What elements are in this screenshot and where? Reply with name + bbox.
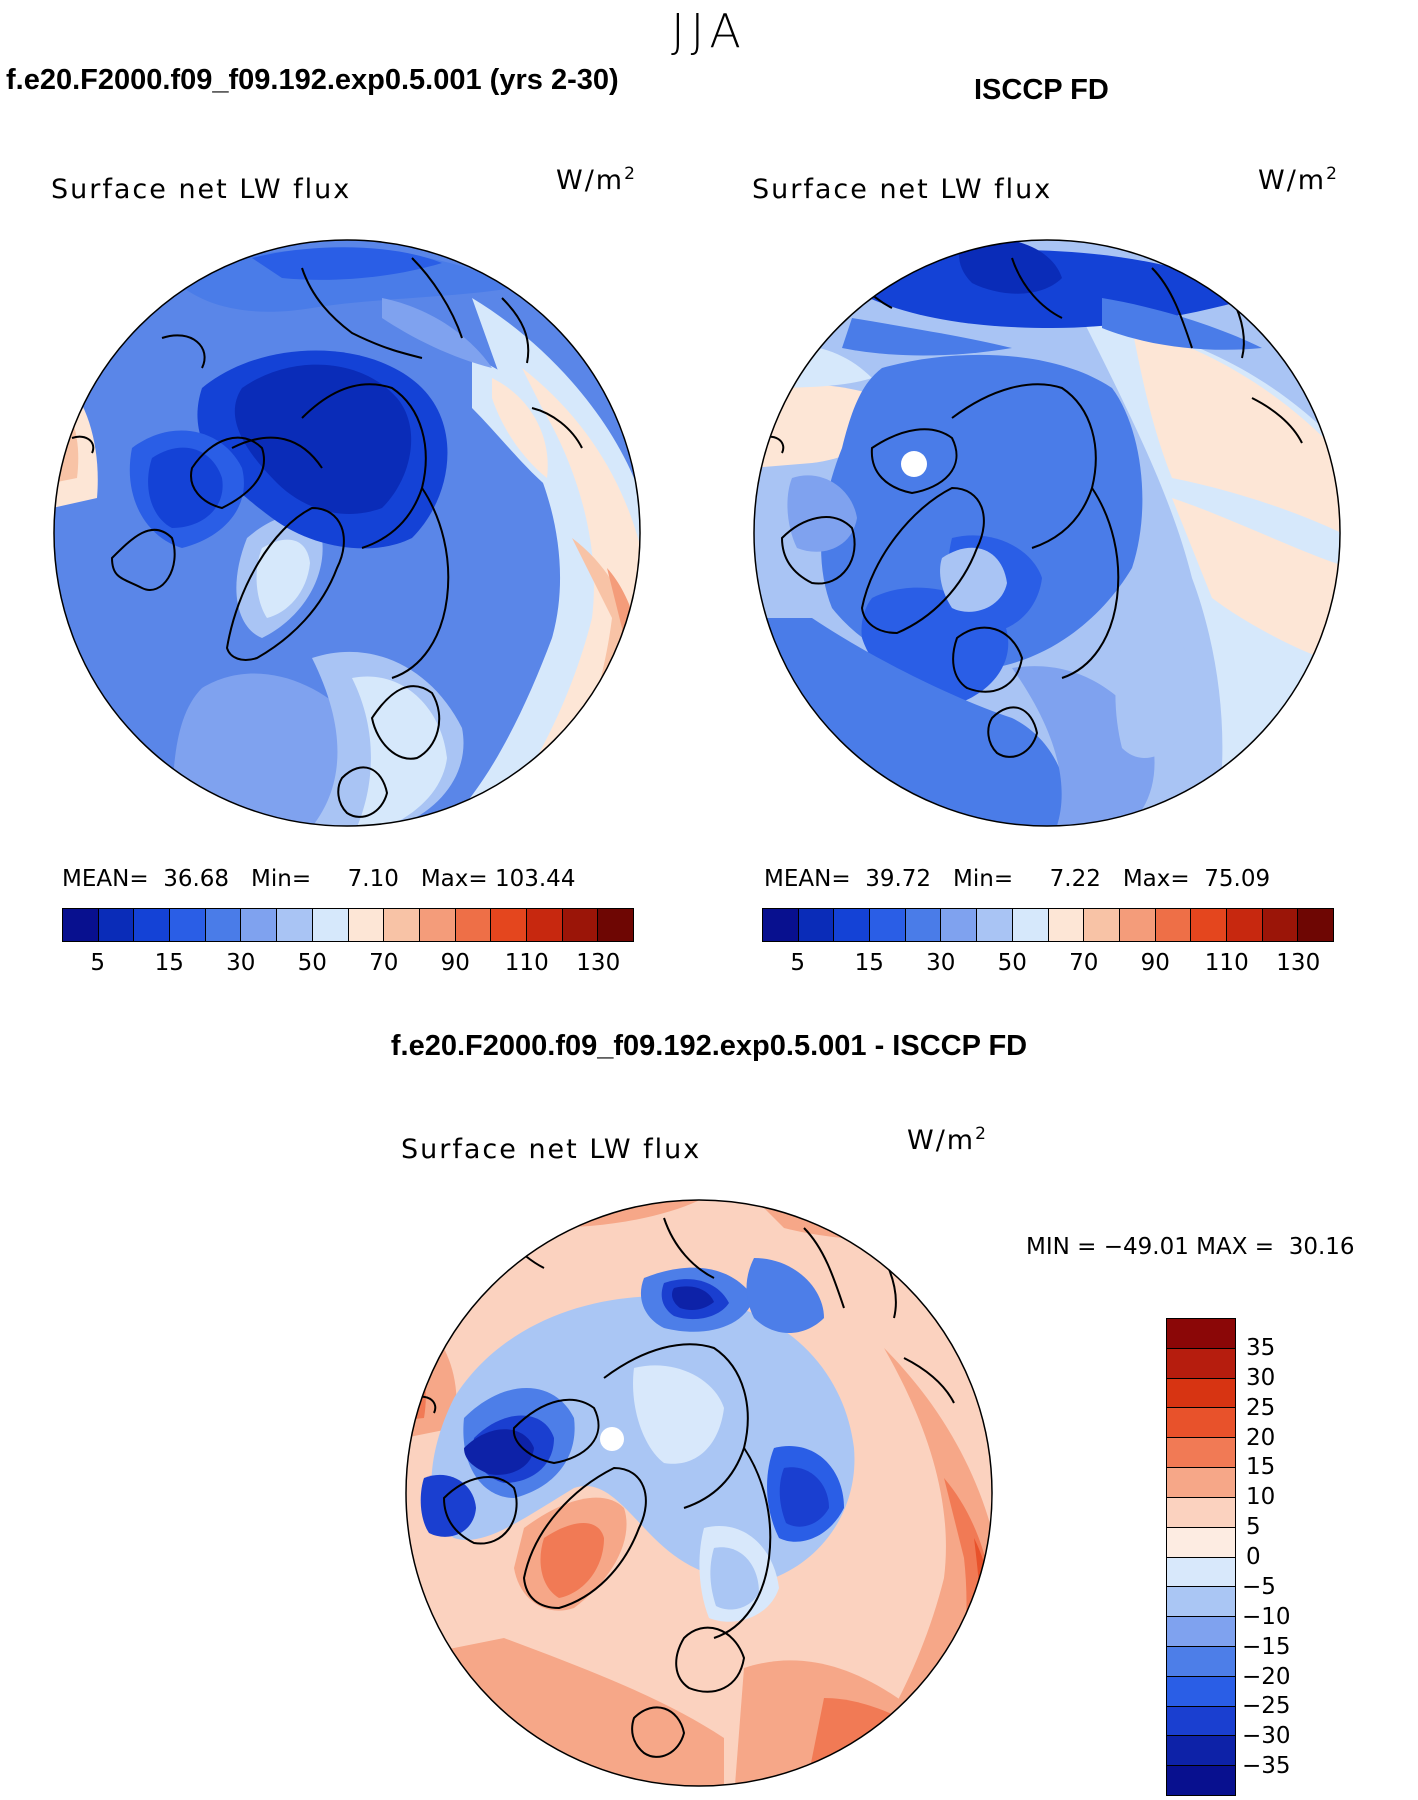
colorbar-tick-label: 30 [926, 950, 956, 976]
colorbar-tick-label: 130 [1276, 950, 1321, 976]
colorbar-swatch [1167, 1408, 1235, 1439]
colorbar-swatch [1012, 909, 1049, 941]
right-panel-header: ISCCP FD [974, 74, 1109, 106]
diff-minmax: MIN = −49.01 MAX = 30.16 [1026, 1234, 1355, 1260]
colorbar-swatch [1167, 1736, 1235, 1767]
colorbar-swatch [1167, 1557, 1235, 1588]
colorbar-swatch [1298, 909, 1333, 941]
colorbar-tick-label: 90 [1140, 950, 1170, 976]
colorbar-tick-label: −5 [1242, 1573, 1276, 1600]
colorbar-swatch [384, 909, 420, 941]
colorbar-tick-label: 15 [854, 950, 884, 976]
colorbar-swatch [1167, 1706, 1235, 1737]
colorbar-swatch [277, 909, 313, 941]
left-stats: MEAN= 36.68 Min= 7.10 Max= 103.44 [62, 866, 576, 892]
colorbar-swatch [1167, 1468, 1235, 1498]
colorbar-tick-label: −30 [1242, 1723, 1291, 1750]
colorbar-swatch [562, 909, 599, 941]
colorbar-swatch [241, 909, 278, 941]
colorbar-swatch [170, 909, 206, 941]
colorbar-swatch [1167, 1766, 1235, 1795]
colorbar-swatch [1084, 909, 1120, 941]
right-panel-title: Surface net LW flux [752, 174, 1053, 205]
colorbar-tick-label: 70 [369, 950, 399, 976]
colorbar-swatch [1167, 1676, 1235, 1707]
colorbar-swatch [1191, 909, 1227, 941]
colorbar-tick-label: 110 [1204, 950, 1249, 976]
colorbar-swatch [1167, 1348, 1235, 1379]
colorbar-swatch [1167, 1438, 1235, 1469]
colorbar-tick-label: 70 [1069, 950, 1099, 976]
colorbar-swatch [1167, 1587, 1235, 1618]
colorbar-tick-label: 90 [440, 950, 470, 976]
colorbar-swatch [348, 909, 385, 941]
colorbar-swatch [455, 909, 492, 941]
colorbar-swatch [1226, 909, 1263, 941]
colorbar-swatch [1167, 1497, 1235, 1528]
colorbar-swatch [941, 909, 978, 941]
diff-colorbar [1166, 1318, 1236, 1796]
diff-panel-title: Surface net LW flux [401, 1134, 702, 1165]
colorbar-swatch [1048, 909, 1085, 941]
diff-panel-header: f.e20.F2000.f09_f09.192.exp0.5.001 - ISC… [390, 1030, 1028, 1062]
right-colorbar [762, 908, 1334, 942]
colorbar-tick-label: −10 [1242, 1603, 1291, 1630]
colorbar-swatch [834, 909, 871, 941]
colorbar-tick-label: 0 [1246, 1544, 1261, 1570]
colorbar-swatch [63, 909, 99, 941]
colorbar-tick-label: 5 [90, 950, 106, 976]
colorbar-swatch [598, 909, 633, 941]
diff-panel-units: W/m2 [907, 1124, 988, 1156]
colorbar-swatch [1167, 1378, 1235, 1409]
season-title: JJA [671, 4, 747, 58]
colorbar-swatch [526, 909, 563, 941]
colorbar-swatch [1167, 1319, 1235, 1349]
colorbar-swatch [870, 909, 906, 941]
colorbar-swatch [205, 909, 242, 941]
colorbar-tick-label: 30 [226, 950, 256, 976]
colorbar-swatch [1167, 1617, 1235, 1647]
colorbar-tick-label: −20 [1242, 1663, 1291, 1690]
colorbar-swatch [1119, 909, 1156, 941]
colorbar-tick-label: 110 [504, 950, 549, 976]
colorbar-swatch [977, 909, 1013, 941]
colorbar-swatch [419, 909, 456, 941]
left-polar-map [53, 239, 641, 827]
colorbar-swatch [763, 909, 799, 941]
colorbar-swatch [1262, 909, 1299, 941]
left-panel-units: W/m2 [556, 164, 637, 196]
right-stats: MEAN= 39.72 Min= 7.22 Max= 75.09 [764, 866, 1271, 892]
colorbar-tick-label: 15 [1246, 1454, 1276, 1481]
colorbar-tick-label: 5 [790, 950, 806, 976]
colorbar-tick-label: 5 [1246, 1514, 1261, 1541]
colorbar-tick-label: 30 [1246, 1364, 1276, 1391]
colorbar-swatch [98, 909, 135, 941]
colorbar-swatch [491, 909, 527, 941]
colorbar-swatch [134, 909, 171, 941]
colorbar-tick-label: −35 [1242, 1753, 1291, 1780]
colorbar-tick-label: 15 [154, 950, 184, 976]
left-colorbar [62, 908, 634, 942]
colorbar-tick-label: 50 [297, 950, 327, 976]
colorbar-tick-label: −25 [1242, 1693, 1291, 1720]
left-panel-title: Surface net LW flux [51, 174, 352, 205]
colorbar-swatch [1155, 909, 1192, 941]
colorbar-tick-label: 25 [1246, 1394, 1276, 1421]
diff-polar-map [405, 1199, 993, 1787]
colorbar-tick-label: 35 [1246, 1334, 1276, 1361]
right-panel-units: W/m2 [1258, 164, 1339, 196]
colorbar-tick-label: 50 [997, 950, 1027, 976]
colorbar-tick-label: 20 [1246, 1424, 1276, 1451]
right-polar-map [753, 239, 1341, 827]
colorbar-swatch [1167, 1646, 1235, 1677]
colorbar-swatch [312, 909, 349, 941]
left-panel-header: f.e20.F2000.f09_f09.192.exp0.5.001 (yrs … [6, 64, 619, 96]
colorbar-swatch [798, 909, 835, 941]
colorbar-swatch [905, 909, 942, 941]
colorbar-tick-label: 130 [576, 950, 621, 976]
colorbar-swatch [1167, 1527, 1235, 1558]
colorbar-tick-label: 10 [1246, 1484, 1276, 1511]
colorbar-tick-label: −15 [1242, 1633, 1291, 1660]
